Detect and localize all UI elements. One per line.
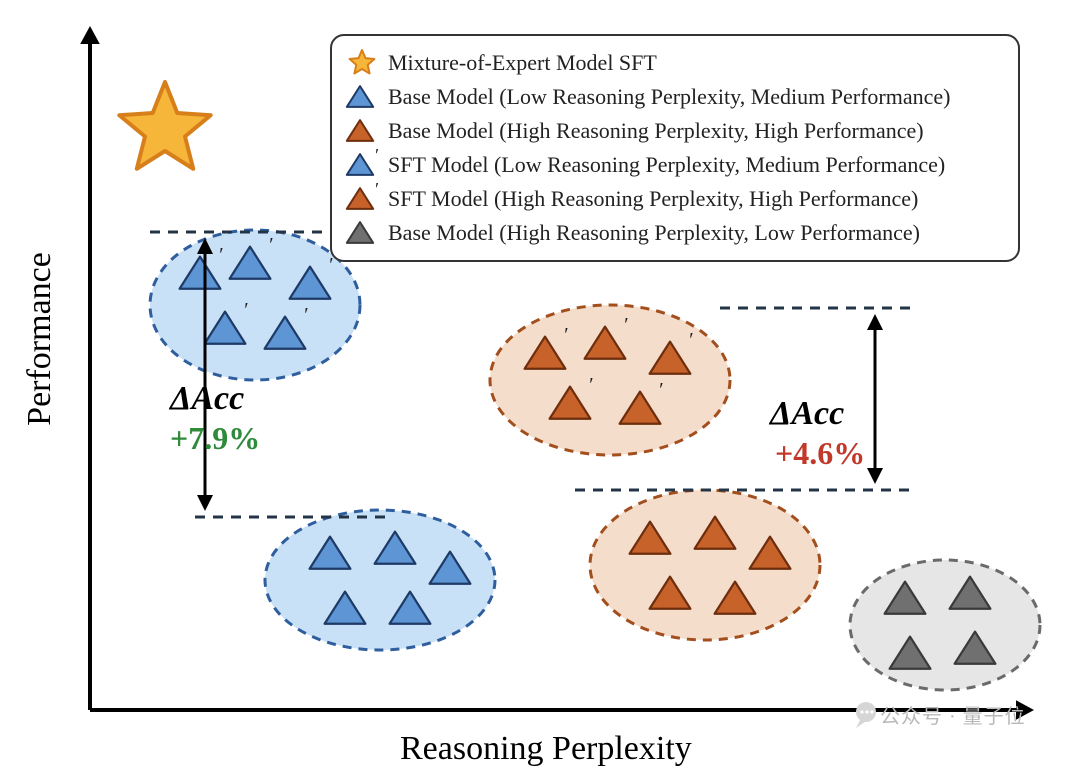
svg-text:′: ′ [268,234,273,256]
svg-text:′: ′ [303,304,308,326]
svg-text:′: ′ [658,379,663,401]
legend-item: ′ SFT Model (High Reasoning Perplexity, H… [344,182,1002,216]
legend-item: Mixture-of-Expert Model SFT [344,46,1002,80]
legend-item: Base Model (Low Reasoning Perplexity, Me… [344,80,1002,114]
legend-item: Base Model (High Reasoning Perplexity, H… [344,114,1002,148]
delta-acc-value: +7.9% [170,420,260,457]
x-axis-label: Reasoning Perplexity [400,730,692,768]
legend-label: Base Model (High Reasoning Perplexity, H… [388,118,924,144]
delta-acc-label: ΔAcc [770,395,844,433]
triangle-icon [344,81,388,113]
star-icon [344,47,388,79]
chart-canvas: { "chart": { "type": "scatter-cluster-di… [0,0,1080,779]
watermark-text: 公众号 · 量子位 [880,700,1026,729]
legend-label: Base Model (High Reasoning Perplexity, L… [388,220,920,246]
svg-text:′: ′ [688,329,693,351]
legend-item: Base Model (High Reasoning Perplexity, L… [344,216,1002,250]
svg-text:′: ′ [623,314,628,336]
delta-acc-label: ΔAcc [170,380,244,418]
svg-text:′: ′ [563,324,568,346]
legend-label: Mixture-of-Expert Model SFT [388,50,657,76]
legend-label: SFT Model (High Reasoning Perplexity, Hi… [388,186,918,212]
delta-acc-value: +4.6% [775,435,865,472]
legend-label: Base Model (Low Reasoning Perplexity, Me… [388,84,951,110]
svg-text:′: ′ [374,149,379,165]
triangle-icon [344,115,388,147]
svg-text:′: ′ [588,374,593,396]
triangle-icon [344,217,388,249]
triangle-icon: ′ [344,149,388,181]
svg-text:′: ′ [218,244,223,266]
legend-item: ′ SFT Model (Low Reasoning Perplexity, Me… [344,148,1002,182]
svg-text:′: ′ [243,299,248,321]
y-axis-label: Performance [21,229,59,449]
svg-text:′: ′ [374,183,379,199]
svg-text:′: ′ [328,254,333,276]
triangle-icon: ′ [344,183,388,215]
legend: Mixture-of-Expert Model SFT Base Model (L… [330,34,1020,262]
legend-label: SFT Model (Low Reasoning Perplexity, Med… [388,152,945,178]
